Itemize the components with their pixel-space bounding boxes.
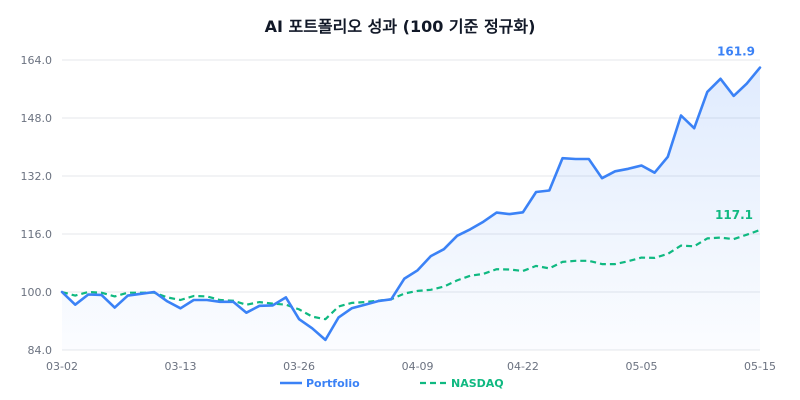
y-axis-ticks: 164.0 148.0 132.0 116.0 100.0 84.0	[21, 54, 53, 357]
x-tick-label: 03-26	[283, 360, 315, 373]
y-tick-label: 116.0	[21, 228, 53, 241]
y-tick-label: 84.0	[28, 344, 53, 357]
y-tick-label: 100.0	[21, 286, 53, 299]
x-tick-label: 03-13	[165, 360, 197, 373]
portfolio-area-fill	[62, 67, 760, 350]
legend-portfolio-label: Portfolio	[306, 377, 360, 390]
x-tick-label: 04-22	[507, 360, 539, 373]
portfolio-end-label: 161.9	[717, 45, 755, 59]
y-tick-label: 132.0	[21, 170, 53, 183]
chart-title: AI 포트폴리오 성과 (100 기준 정규화)	[265, 17, 536, 36]
nasdaq-end-label: 117.1	[715, 208, 753, 222]
y-tick-label: 148.0	[21, 112, 53, 125]
nasdaq-series-line	[61, 228, 761, 321]
x-tick-label: 05-15	[744, 360, 776, 373]
portfolio-series-line	[60, 66, 762, 342]
y-tick-label: 164.0	[21, 54, 53, 67]
legend: Portfolio NASDAQ	[280, 377, 504, 390]
x-tick-label: 03-02	[46, 360, 78, 373]
x-tick-label: 05-05	[625, 360, 657, 373]
legend-nasdaq-label: NASDAQ	[451, 377, 504, 390]
x-axis-ticks: 03-02 03-13 03-26 04-09 04-22 05-05 05-15	[46, 360, 776, 373]
x-tick-label: 04-09	[402, 360, 434, 373]
